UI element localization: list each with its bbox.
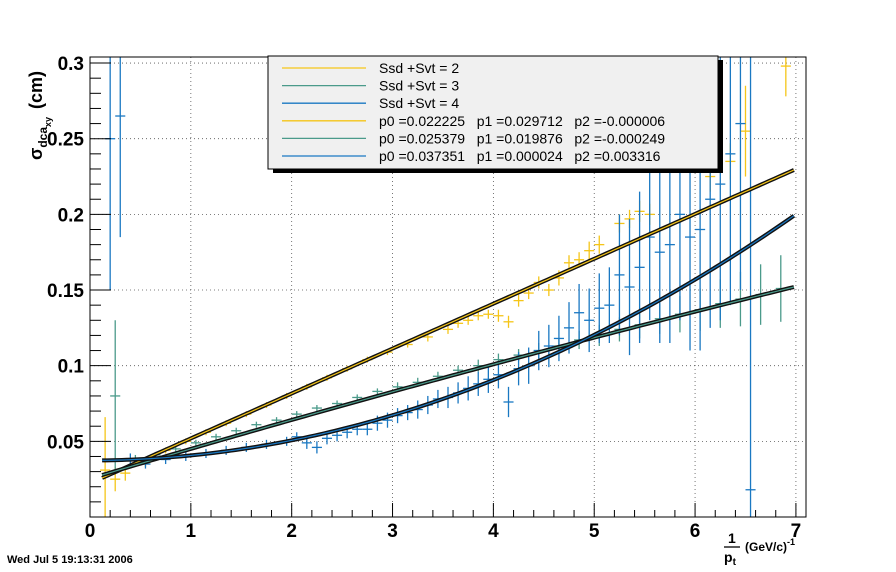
x-tick-label: 5 (589, 521, 600, 542)
x-tick-label: 4 (488, 521, 499, 542)
y-tick-label: 0.15 (47, 281, 84, 302)
x-tick-label: 2 (286, 521, 297, 542)
y-tick-label: 0.1 (58, 357, 85, 378)
legend-entry: p0 =0.025379 p1 =0.019876 p2 =-0.000249 (379, 130, 665, 146)
x-tick-label: 0 (85, 521, 96, 542)
y-tick-label: 0.05 (47, 432, 84, 453)
legend-entry: p0 =0.022225 p1 =0.029712 p2 =-0.000006 (379, 113, 665, 129)
timestamp: Wed Jul 5 19:13:31 2006 (7, 554, 133, 566)
x-label-unit: (GeV/c) (745, 540, 787, 554)
x-label-unit-sup: -1 (787, 537, 795, 547)
y-tick-label: 0.3 (58, 54, 84, 75)
axes: 0 1 2 3 4 5 6 7 0.05 0.1 0.15 0.2 0.25 0.3 (47, 54, 801, 542)
fit-curves (101, 168, 796, 480)
x-tick-label: 6 (690, 521, 701, 542)
y-axis-label: σdcaxy (cm) (26, 71, 53, 160)
svg-text:(GeV/c)-1: (GeV/c)-1 (745, 537, 795, 554)
y-label-sub2: xy (43, 117, 53, 127)
y-label-unit: (cm) (26, 71, 46, 109)
fit-curve (102, 215, 795, 462)
legend-entry: Ssd +Svt = 3 (379, 78, 459, 94)
y-tick-label: 0.25 (47, 130, 84, 151)
x-axis-label: 1 pt (GeV/c)-1 (724, 530, 795, 568)
svg-text:pt: pt (724, 549, 737, 568)
y-label-sub1: dca (36, 127, 50, 148)
fit-curve (101, 286, 795, 476)
y-label-base: σ (26, 148, 46, 160)
fit-curve (101, 169, 795, 479)
svg-text:σdcaxy(cm): σdcaxy (cm) (26, 71, 53, 160)
x-label-frac-den-sub: t (733, 557, 737, 568)
legend-entry: Ssd +Svt = 4 (379, 95, 459, 111)
legend-box (267, 55, 719, 170)
x-tick-label: 3 (387, 521, 398, 542)
x-label-frac-num: 1 (728, 530, 736, 546)
x-tick-label: 7 (791, 521, 802, 542)
legend-entry: Ssd +Svt = 2 (379, 60, 459, 76)
x-tick-label: 1 (186, 521, 197, 542)
legend-entry: p0 =0.037351 p1 =0.000024 p2 =0.003316 (379, 148, 661, 164)
x-label-frac-den: p (724, 549, 733, 565)
y-tick-label: 0.2 (58, 205, 84, 226)
